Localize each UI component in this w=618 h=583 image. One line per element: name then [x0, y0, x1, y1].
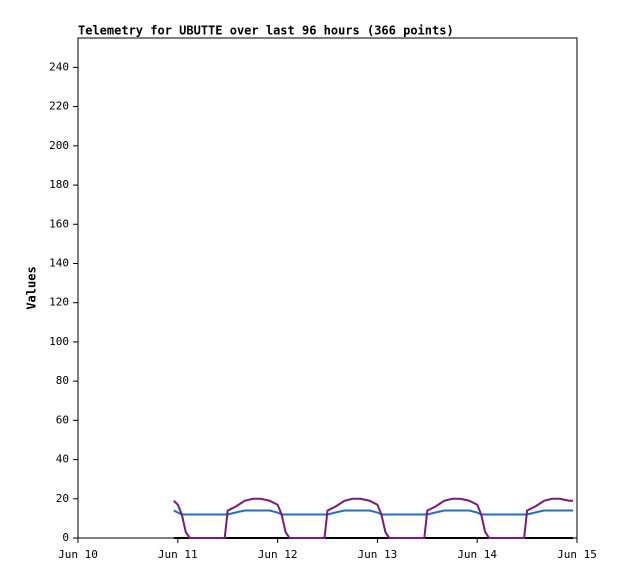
series-line [173, 509, 574, 516]
x-tick-label: Jun 10 [58, 548, 98, 561]
y-tick-label: 240 [49, 60, 69, 73]
y-tick-label: 60 [56, 413, 69, 426]
chart-title: Telemetry for UBUTTE over last 96 hours … [78, 24, 454, 38]
y-tick-label: 200 [49, 139, 69, 152]
y-tick-label: 0 [62, 531, 69, 544]
y-tick-label: 40 [56, 453, 69, 466]
y-tick-label: 160 [49, 217, 69, 230]
x-tick-label: Jun 14 [457, 548, 497, 561]
series-line [173, 497, 574, 539]
y-tick-label: 220 [49, 100, 69, 113]
x-tick-label: Jun 11 [158, 548, 198, 561]
y-tick-label: 20 [56, 492, 69, 505]
x-tick-label: Jun 12 [258, 548, 298, 561]
y-tick-label: 140 [49, 256, 69, 269]
y-tick-label: 120 [49, 296, 69, 309]
x-tick-label: Jun 13 [358, 548, 398, 561]
y-axis-label: Values [25, 266, 39, 309]
plot-frame [77, 37, 578, 539]
y-tick-label: 180 [49, 178, 69, 191]
x-tick-label: Jun 15 [557, 548, 597, 561]
y-tick-label: 80 [56, 374, 69, 387]
y-tick-label: 100 [49, 335, 69, 348]
